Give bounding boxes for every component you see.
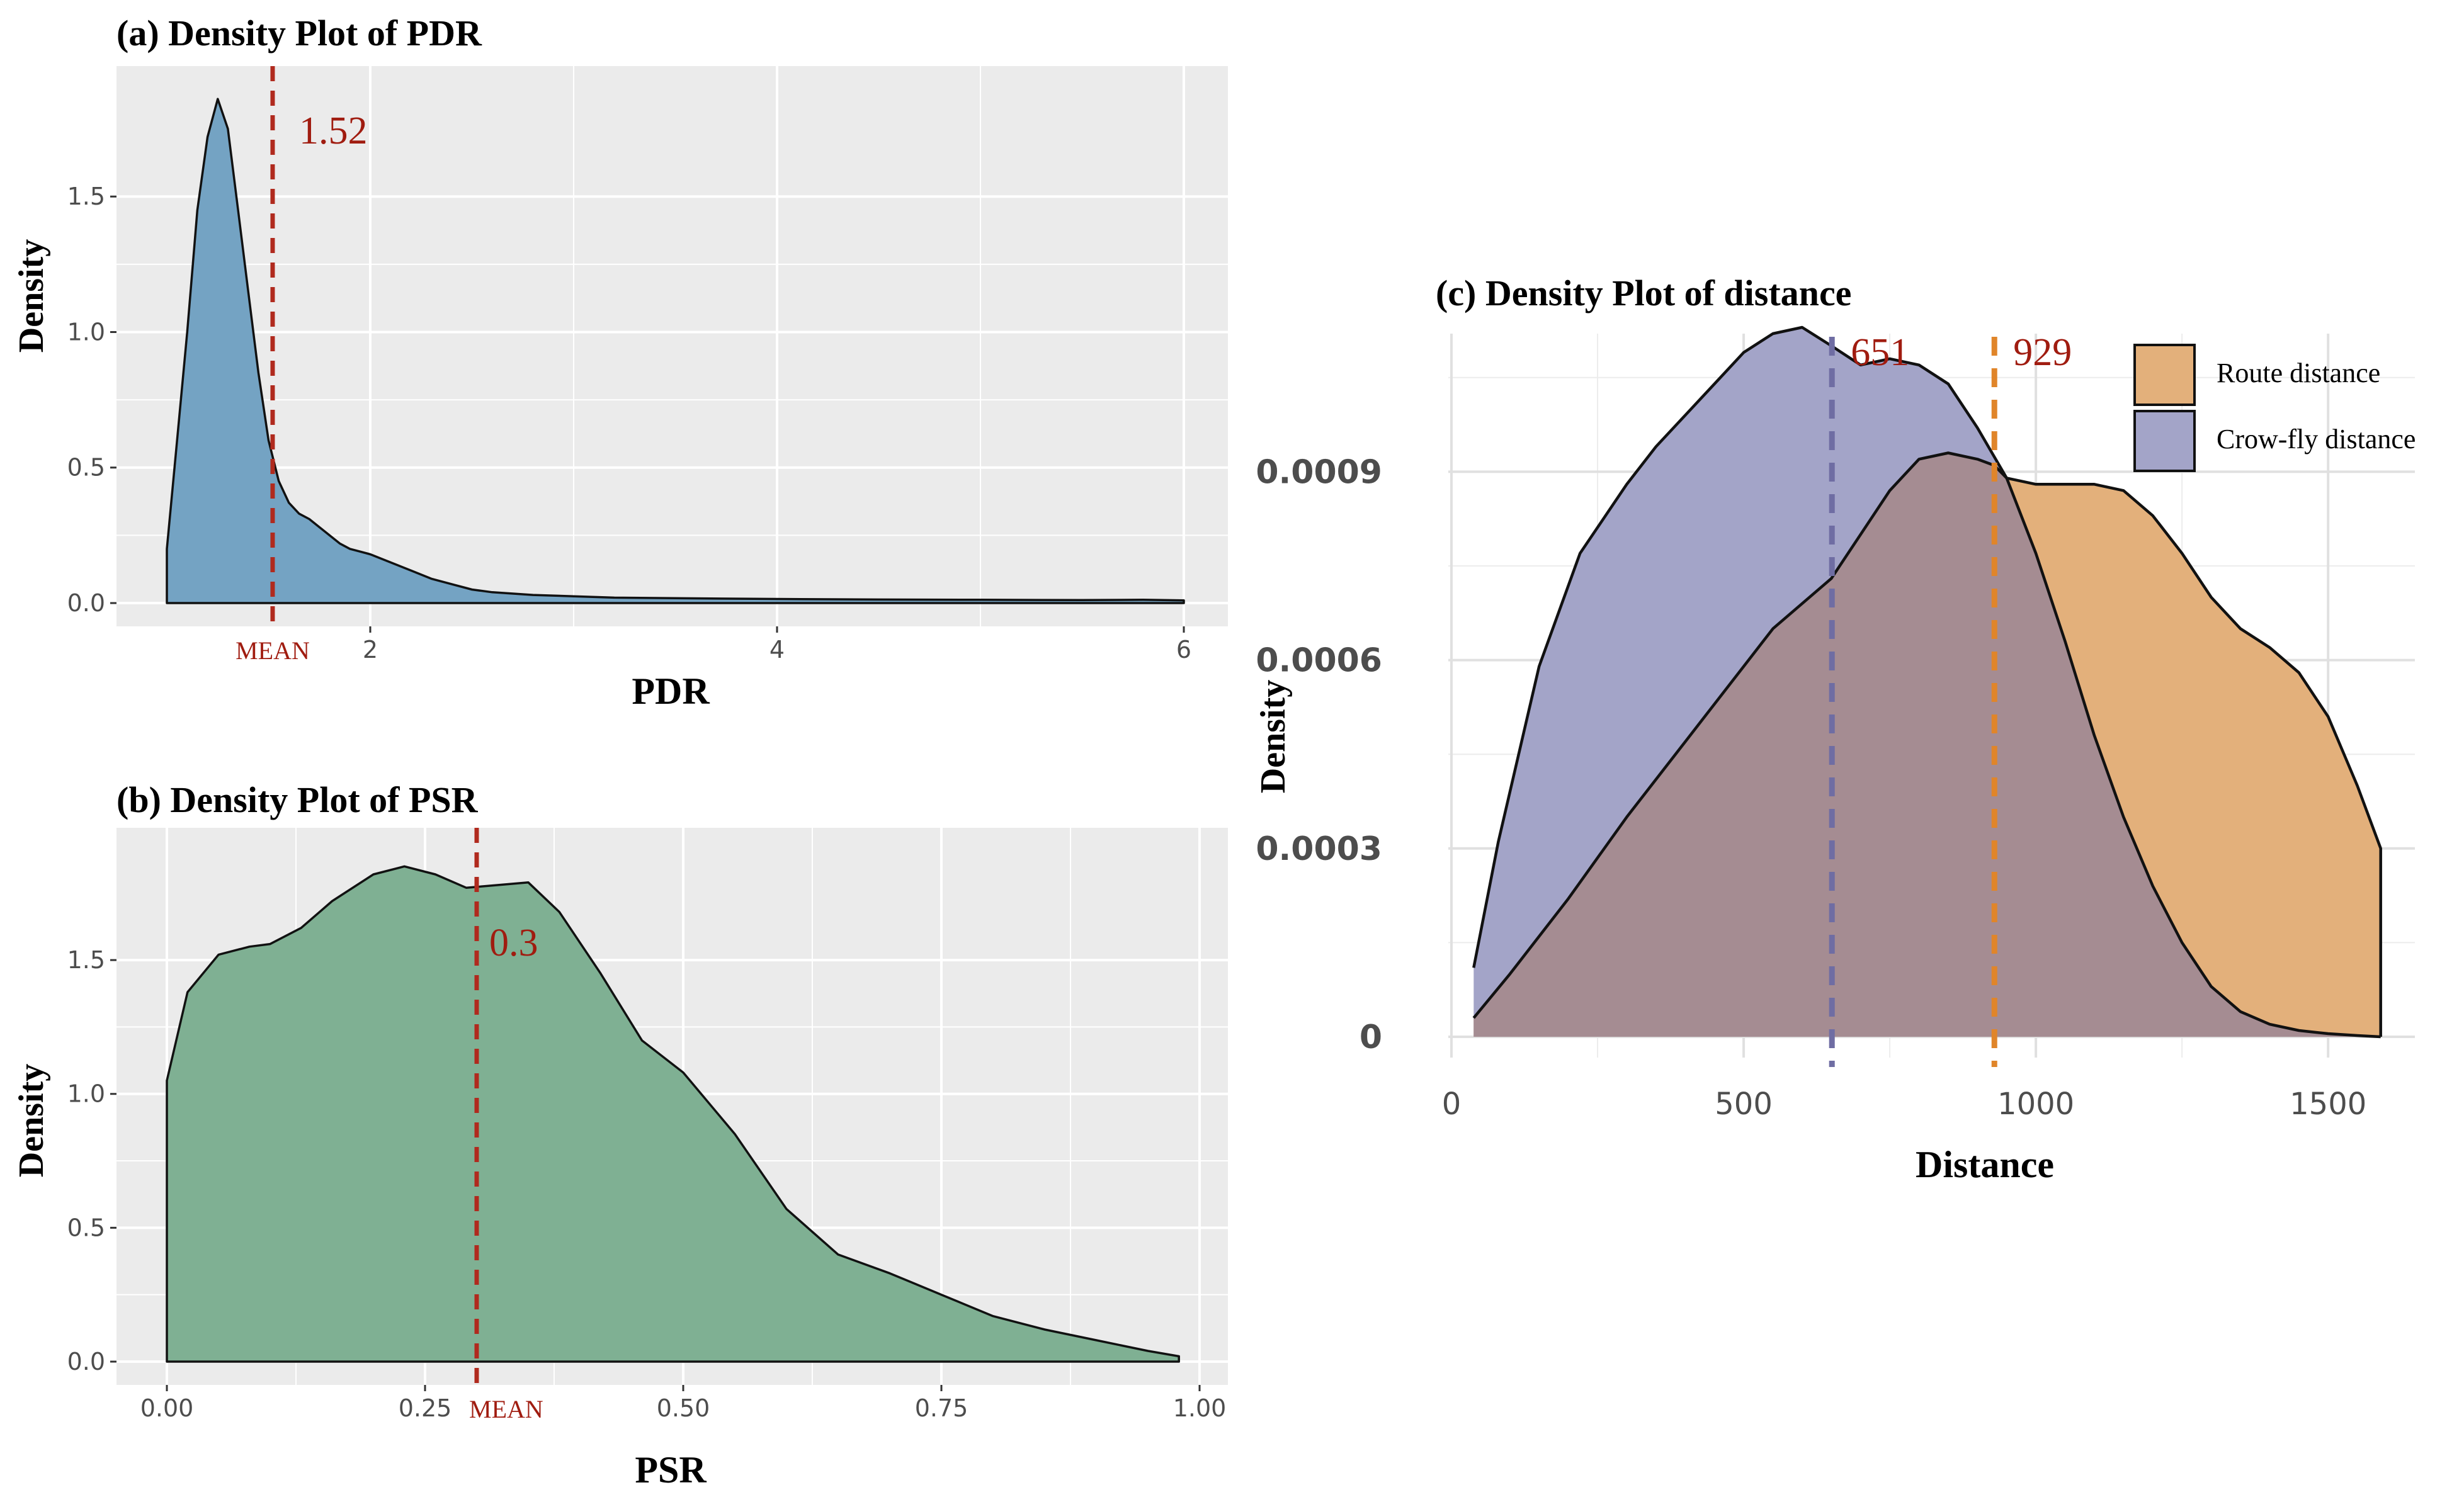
pdr-y-tick-label: 1.5 (67, 183, 105, 210)
psr-x-ticks: 0.00 0.25 0.50 0.75 1.00 (140, 1385, 1227, 1422)
panel-psr: (b) Density Plot of PSR 0.3 MEAN 0.00 0.2… (12, 779, 1228, 1491)
pdr-x-tick-label: 6 (1176, 636, 1191, 663)
pdr-y-tick-label: 0.0 (67, 589, 105, 617)
psr-x-tick-label: 0.75 (915, 1394, 968, 1422)
psr-x-tick-label: 1.00 (1173, 1394, 1227, 1422)
distance-x-tick-label: 500 (1715, 1087, 1773, 1122)
pdr-y-tick-label: 1.0 (67, 318, 105, 346)
legend-crowfly-label: Crow-fly distance (2217, 424, 2416, 455)
psr-x-tick-label: 0.50 (657, 1394, 710, 1422)
psr-y-tick-label: 1.5 (67, 946, 105, 974)
distance-title: (c) Density Plot of distance (1436, 273, 1851, 313)
psr-y-ticks: 0.0 0.5 1.0 1.5 (67, 946, 116, 1375)
route-mean-value: 929 (2013, 331, 2072, 374)
psr-y-axis-label: Density (12, 1064, 51, 1177)
psr-mean-value: 0.3 (489, 922, 538, 964)
pdr-mean-value: 1.52 (299, 110, 367, 152)
pdr-x-tick-label: 4 (769, 636, 785, 663)
psr-x-tick-label: 0.25 (399, 1394, 452, 1422)
pdr-title: (a) Density Plot of PDR (116, 13, 482, 54)
panel-pdr: (a) Density Plot of PDR 1.52 MEAN 2 4 6 0.… (12, 13, 1228, 712)
distance-y-tick-label: 0 (1360, 1019, 1382, 1056)
pdr-x-ticks: 2 4 6 (363, 626, 1191, 663)
distance-y-axis-label: Density (1254, 680, 1293, 793)
panel-distance: (c) Density Plot of distance 651 929 0 50… (1254, 273, 2416, 1185)
psr-density-area (166, 865, 1180, 1363)
distance-legend: Route distance Crow-fly distance (2133, 344, 2416, 472)
psr-mean-tag: MEAN (469, 1395, 543, 1423)
distance-y-tick-label: 0.0009 (1256, 453, 1382, 491)
psr-title: (b) Density Plot of PSR (116, 779, 479, 820)
pdr-x-tick-label: 2 (363, 636, 378, 663)
legend-route-label: Route distance (2217, 358, 2380, 388)
pdr-y-tick-label: 0.5 (67, 454, 105, 482)
pdr-x-axis-label: PDR (632, 670, 710, 712)
distance-x-tick-label: 1500 (2290, 1087, 2366, 1122)
pdr-mean-tag: MEAN (236, 636, 310, 665)
psr-y-tick-label: 0.5 (67, 1214, 105, 1241)
psr-y-tick-label: 1.0 (67, 1080, 105, 1108)
distance-x-axis-label: Distance (1916, 1144, 2054, 1185)
pdr-y-axis-label: Density (12, 239, 51, 353)
legend-route-swatch (2133, 344, 2196, 406)
crowfly-mean-value: 651 (1851, 331, 1909, 374)
psr-x-axis-label: PSR (635, 1449, 707, 1491)
psr-x-tick-label: 0.00 (140, 1394, 194, 1422)
pdr-density-area (166, 98, 1185, 604)
distance-y-ticks: 0 0.0003 0.0006 0.0009 (1256, 453, 1382, 1056)
distance-y-tick-label: 0.0003 (1256, 830, 1382, 868)
distance-x-ticks: 0 500 1000 1500 (1442, 1087, 2367, 1122)
route-distance-curve (1472, 451, 2382, 1037)
legend-crowfly-swatch (2133, 410, 2196, 472)
psr-y-tick-label: 0.0 (67, 1348, 105, 1375)
distance-x-tick-label: 0 (1442, 1087, 1462, 1122)
pdr-y-ticks: 0.0 0.5 1.0 1.5 (67, 183, 116, 617)
distance-y-tick-label: 0.0006 (1256, 642, 1382, 680)
crowfly-distance-curve (1472, 325, 2381, 1039)
distance-x-tick-label: 1000 (1997, 1087, 2074, 1122)
